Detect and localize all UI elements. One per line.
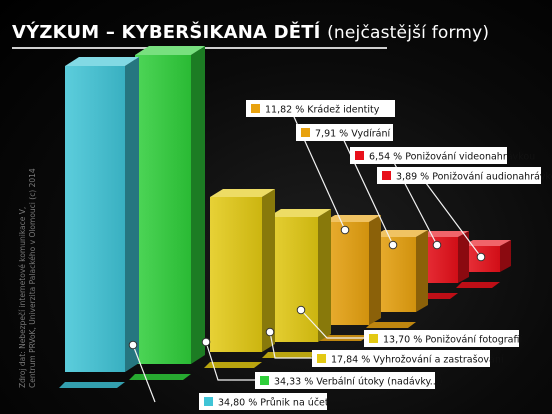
callout-dot-6 — [388, 240, 398, 250]
callout-dot-8 — [476, 252, 486, 262]
callout-1: 34,80 % Průnik na účet — [128, 340, 329, 410]
bar-top-2 — [135, 46, 205, 55]
bars — [65, 46, 511, 372]
callout-box-7 — [350, 147, 507, 164]
bar-reflection-1 — [59, 382, 125, 388]
bar-top-8 — [462, 240, 511, 246]
callout-leader-4 — [300, 309, 364, 339]
callout-dot-5 — [340, 225, 350, 235]
callout-box-2 — [255, 372, 435, 389]
bar-side-8 — [500, 240, 511, 272]
chart-title: VÝZKUM – KYBERŠIKANA DĚTÍ (nejčastější f… — [12, 22, 489, 43]
bar-front-2 — [135, 55, 191, 364]
callout-dot-1 — [128, 340, 138, 350]
bar-top-3 — [210, 189, 275, 197]
callout-label-5: 11,82 % Krádež identity — [265, 105, 380, 116]
callout-box-5 — [246, 100, 395, 117]
bar-top-1 — [65, 57, 139, 66]
callout-4: 13,70 % Ponižování fotografií — [296, 305, 522, 347]
bar-side-2 — [191, 46, 205, 364]
bar-3 — [210, 189, 275, 352]
bar-front-4 — [268, 217, 318, 342]
callout-5: 11,82 % Krádež identity — [246, 100, 395, 235]
callout-swatch-7 — [355, 151, 364, 160]
callout-box-3 — [312, 350, 490, 367]
bar-front-1 — [65, 66, 125, 372]
bar-reflections — [59, 282, 500, 388]
callout-label-2: 34,33 % Verbální útoky (nadávky...) — [274, 377, 443, 388]
callout-label-1: 34,80 % Průnik na účet — [218, 398, 329, 409]
callout-dot-7 — [432, 240, 442, 250]
callout-dot-2 — [201, 337, 211, 347]
callout-8: 3,89 % Ponižování audionahrávkou — [377, 167, 552, 262]
callout-3: 17,84 % Vyhrožování a zastrašování — [265, 327, 504, 367]
callout-dot-3 — [265, 327, 275, 337]
callout-6: 7,91 % Vydírání — [296, 124, 398, 250]
bar-8 — [462, 240, 511, 272]
callout-swatch-2 — [260, 376, 269, 385]
bar-1 — [65, 57, 139, 372]
bar-side-6 — [416, 230, 428, 312]
chart-title-main: VÝZKUM – KYBERŠIKANA DĚTÍ — [12, 22, 321, 43]
bar-top-6 — [372, 230, 428, 237]
callout-leader-3 — [269, 331, 312, 359]
callout-swatch-5 — [251, 104, 260, 113]
bar-reflection-4 — [262, 352, 318, 358]
callout-swatch-8 — [382, 171, 391, 180]
bar-side-1 — [125, 57, 139, 372]
callout-box-6 — [296, 124, 393, 141]
bar-top-5 — [323, 215, 381, 222]
bar-5 — [323, 215, 381, 325]
chart-title-sub: (nejčastější formy) — [327, 23, 490, 43]
callouts: 34,80 % Průnik na účet 34,33 % Verbální ú… — [128, 100, 552, 410]
callout-box-1 — [199, 393, 327, 410]
callout-label-7: 6,54 % Ponižování videonahrávkou — [369, 152, 535, 163]
callout-swatch-1 — [204, 397, 213, 406]
callout-label-8: 3,89 % Ponižování audionahrávkou — [396, 172, 552, 183]
callout-dot-4 — [296, 305, 306, 315]
callout-swatch-3 — [317, 354, 326, 363]
bar-reflection-6 — [366, 322, 416, 328]
callout-box-8 — [377, 167, 541, 184]
callout-7: 6,54 % Ponižování videonahrávkou — [350, 147, 535, 250]
callout-swatch-6 — [301, 128, 310, 137]
bar-reflection-3 — [204, 362, 262, 368]
callout-label-3: 17,84 % Vyhrožování a zastrašování — [331, 355, 504, 366]
bar-top-4 — [268, 209, 331, 217]
callout-leader-1 — [132, 344, 156, 403]
callout-swatch-4 — [369, 334, 378, 343]
bar-4 — [268, 209, 331, 342]
callout-box-4 — [364, 330, 519, 347]
bar-side-7 — [458, 231, 469, 283]
bar-2 — [135, 46, 205, 364]
bar-side-3 — [262, 189, 275, 352]
callout-label-4: 13,70 % Ponižování fotografií — [383, 335, 522, 346]
callout-label-6: 7,91 % Vydírání — [315, 129, 391, 140]
callout-2: 34,33 % Verbální útoky (nadávky...) — [201, 337, 443, 389]
bar-reflection-8 — [456, 282, 500, 288]
bar-reflection-2 — [129, 374, 191, 380]
bar-side-4 — [318, 209, 331, 342]
callout-leader-2 — [205, 341, 255, 381]
bar-side-5 — [369, 215, 381, 325]
bar-front-3 — [210, 197, 262, 352]
